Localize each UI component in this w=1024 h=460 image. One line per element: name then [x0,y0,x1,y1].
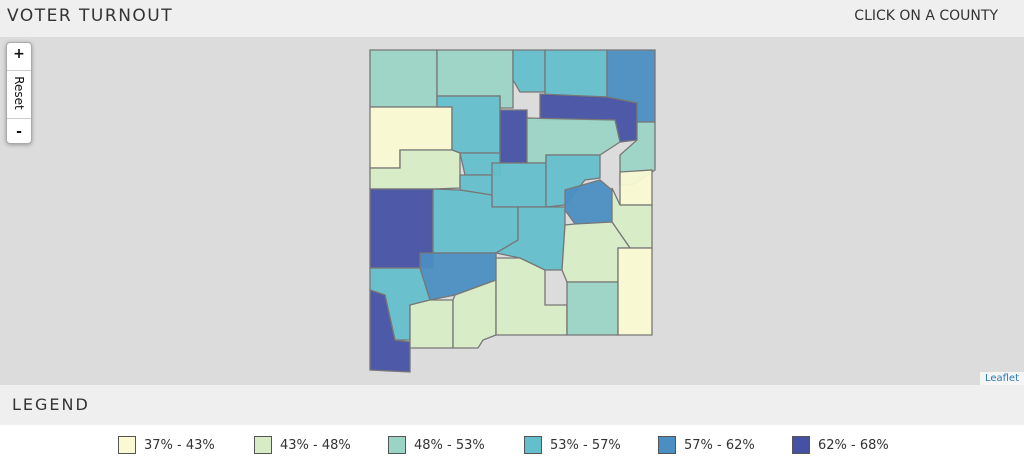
legend-swatch [388,436,406,454]
zoom-out-button[interactable]: - [16,124,22,140]
legend-swatch [524,436,542,454]
zoom-control: + Reset - [6,42,32,144]
title: VOTER TURNOUT [7,6,174,26]
legend-swatch [658,436,676,454]
county[interactable] [452,279,497,349]
county[interactable] [495,257,568,336]
county[interactable] [512,49,546,93]
legend-item: 53% - 57% [524,436,621,454]
county[interactable] [544,49,608,98]
legend-label: 57% - 62% [684,437,755,453]
legend-item: 43% - 48% [254,436,351,454]
map: + Reset - Leaflet [0,37,1024,385]
county-layer [369,49,656,373]
legend-item: 57% - 62% [658,436,755,454]
legend-label: 43% - 48% [280,437,351,453]
legend-label: 62% - 68% [818,437,889,453]
county[interactable] [566,281,619,336]
legend-item: 62% - 68% [792,436,889,454]
legend-label: 53% - 57% [550,437,621,453]
legend-item: 37% - 43% [118,436,215,454]
legend-title: LEGEND [12,395,90,414]
legend-header: LEGEND [0,385,1024,425]
legend-label: 48% - 53% [414,437,485,453]
instruction: CLICK ON A COUNTY [854,8,998,24]
county[interactable] [409,299,454,349]
county[interactable] [617,247,653,336]
reset-button[interactable]: Reset [12,76,26,110]
legend-swatch [118,436,136,454]
attribution-link[interactable]: Leaflet [979,372,1024,385]
county[interactable] [491,162,547,208]
county[interactable] [369,49,438,108]
legend-label: 37% - 43% [144,437,215,453]
legend-swatch [254,436,272,454]
legend-swatch [792,436,810,454]
header: VOTER TURNOUT CLICK ON A COUNTY [0,0,1024,37]
legend-item: 48% - 53% [388,436,485,454]
county[interactable] [619,169,653,206]
zoom-in-button[interactable]: + [13,46,25,62]
county[interactable] [499,109,528,164]
